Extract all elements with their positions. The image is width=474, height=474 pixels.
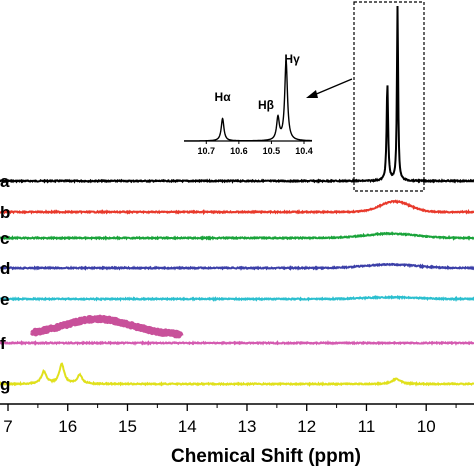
trace-label-d: d [0, 259, 10, 278]
trace-b [0, 199, 474, 216]
trace-c [0, 231, 474, 241]
trace-label-a: a [0, 172, 10, 191]
inset-tick-label: 10.6 [230, 146, 248, 156]
inset-arrow [306, 78, 353, 98]
inset-peak-label: Hα [215, 90, 232, 104]
x-tick-label: 7 [3, 417, 12, 436]
inset-tick-label: 10.5 [263, 146, 281, 156]
trace-label-b: b [0, 203, 10, 222]
x-tick-label: 14 [178, 417, 197, 436]
trace-e [0, 294, 474, 303]
x-tick-label: 12 [297, 417, 316, 436]
x-tick-label: 15 [118, 417, 137, 436]
trace-label-g: g [0, 375, 10, 394]
trace-label-c: c [0, 229, 9, 248]
inset-tick-label: 10.7 [198, 146, 216, 156]
x-tick-label: 16 [58, 417, 77, 436]
f-zoom-trace [29, 314, 184, 339]
spectrum-traces [0, 5, 474, 388]
inset-tick-label: 10.4 [295, 146, 313, 156]
inset-zoom: 10.7 10.6 10.5 10.4 Hα Hβ Hγ [184, 52, 313, 156]
x-axis-title: Chemical Shift (ppm) [171, 446, 361, 467]
x-tick-label: 11 [358, 417, 376, 436]
trace-label-f: f [0, 334, 6, 353]
trace-a [0, 5, 474, 184]
trace-label-e: e [0, 290, 9, 309]
x-axis: 7 16 15 14 13 12 11 10 [0, 403, 474, 436]
inset-peak-label: Hβ [258, 98, 274, 112]
x-tick-label: 10 [417, 417, 436, 436]
inset-trace [184, 60, 312, 142]
f-zoom-line [29, 314, 184, 339]
x-tick-label: 13 [238, 417, 257, 436]
trace-f [0, 339, 474, 347]
inset-peak-label: Hγ [284, 52, 300, 66]
trace-d [0, 262, 474, 271]
inset-selection-box [353, 1, 425, 192]
trace-g [0, 362, 474, 388]
